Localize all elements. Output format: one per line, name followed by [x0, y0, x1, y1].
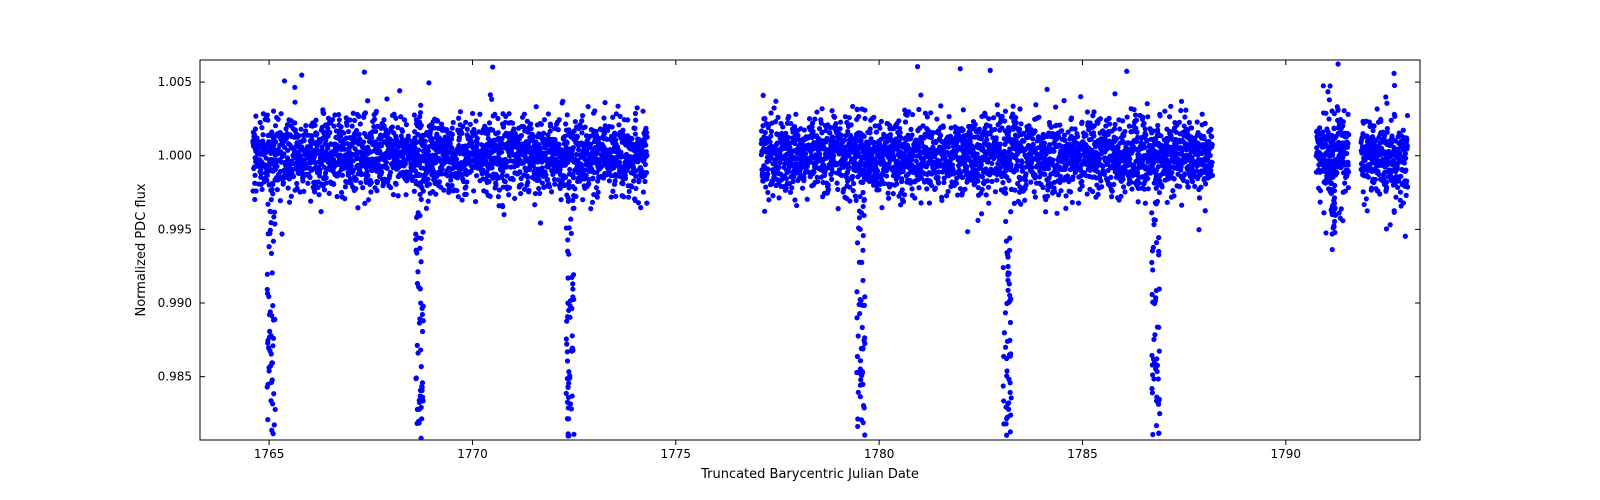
x-tick-label: 1770 — [457, 447, 488, 461]
lightcurve-chart: 1765 1770 1775 1780 1785 1790 0.985 0.990 0.995 1… — [0, 0, 1600, 500]
y-tick-label: 1.005 — [158, 75, 192, 89]
chart-svg: 1765 1770 1775 1780 1785 1790 0.985 0.990 0.995 1… — [0, 0, 1600, 500]
x-tick-label: 1775 — [661, 447, 692, 461]
x-axis-label: Truncated Barycentric Julian Date — [700, 467, 919, 482]
y-tick-label: 0.985 — [158, 370, 192, 384]
y-tick-label: 1.000 — [158, 149, 192, 163]
x-tick-label: 1785 — [1067, 447, 1098, 461]
y-tick-label: 0.995 — [158, 222, 192, 236]
x-tick-label: 1780 — [864, 447, 895, 461]
x-tick-label: 1790 — [1271, 447, 1302, 461]
x-tick-label: 1765 — [254, 447, 285, 461]
y-axis-label: Normalized PDC flux — [134, 183, 149, 316]
y-tick-label: 0.990 — [158, 296, 192, 310]
scatter-points — [250, 61, 1410, 458]
